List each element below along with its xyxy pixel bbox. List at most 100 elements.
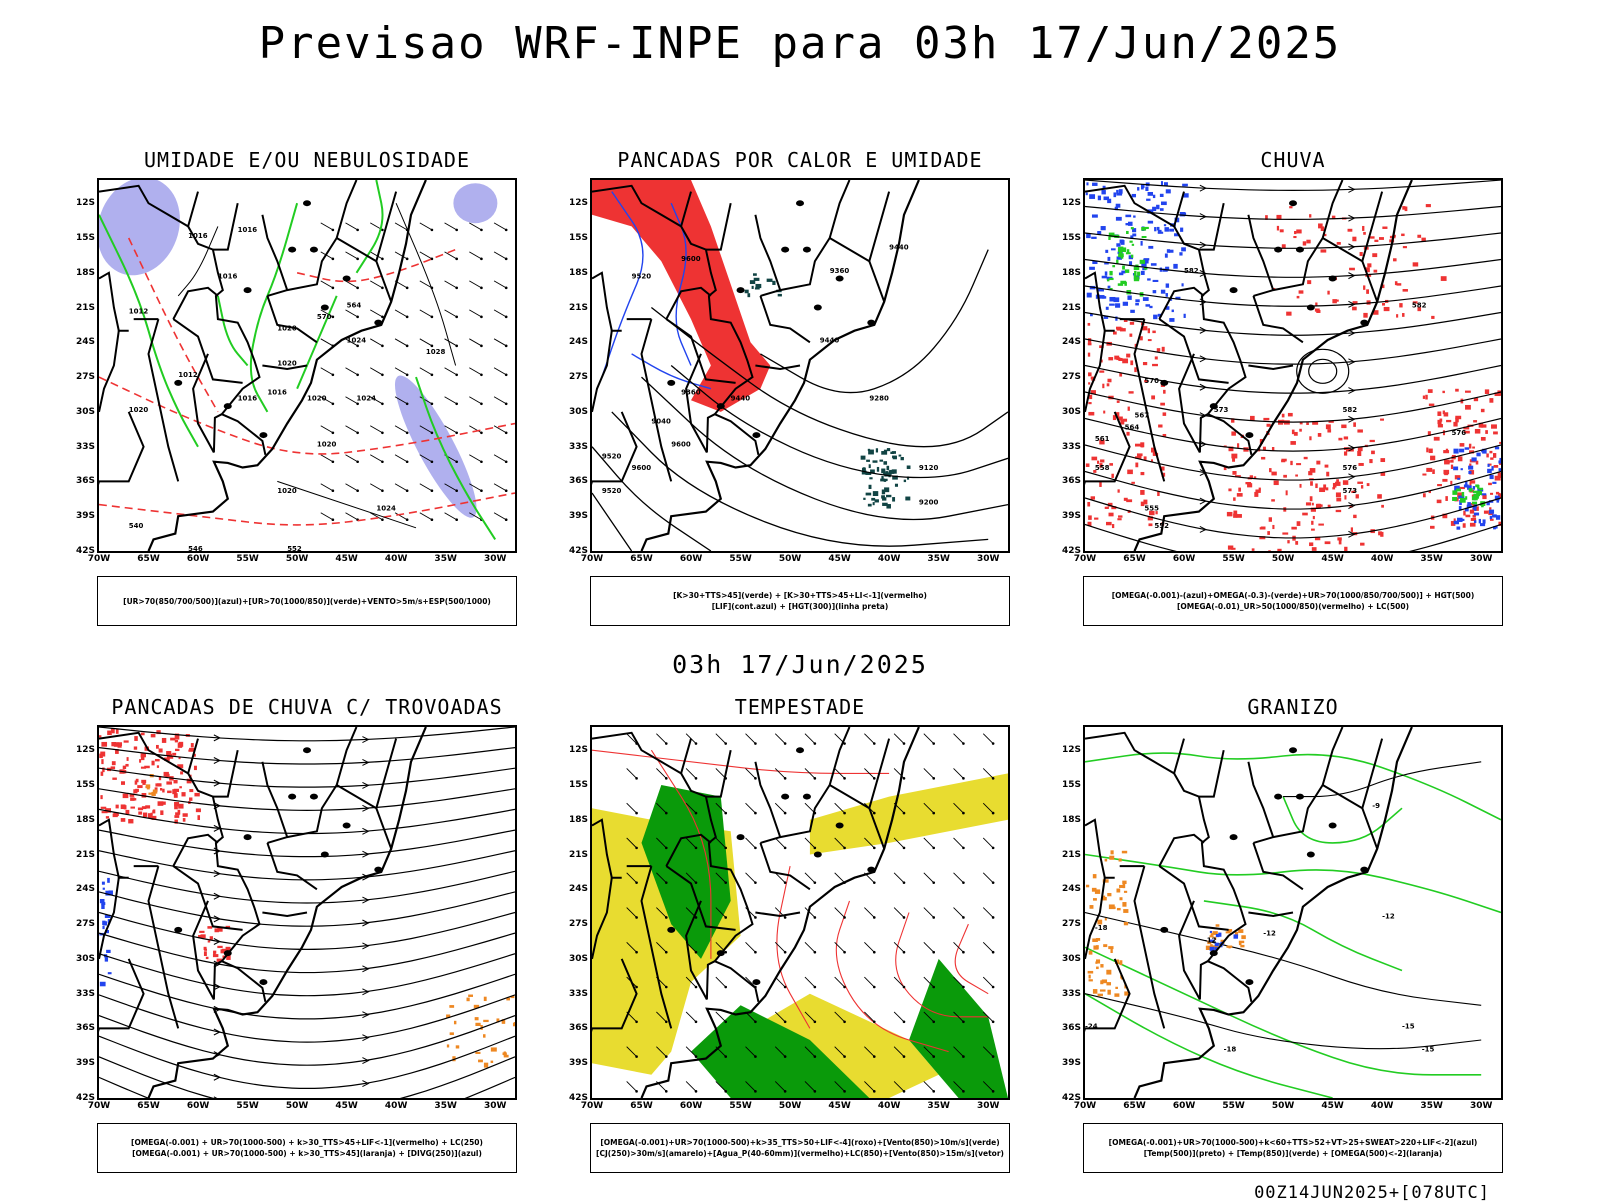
latitude-tick-label: 36S <box>569 1023 588 1033</box>
wind-vector <box>924 768 934 778</box>
omega-blue-cells-cell <box>1130 310 1135 313</box>
rain-red-cells-cell <box>1310 496 1313 501</box>
rain-red-cells-cell <box>1336 510 1341 512</box>
legend-box: [OMEGA(-0.001) + UR>70(1000-500) + k>30_… <box>97 1123 517 1173</box>
omega-blue-cells-cell <box>1164 227 1168 232</box>
latitude-tick-label: 30S <box>1062 954 1081 964</box>
country-border <box>1174 739 1184 774</box>
wind-vector <box>686 1081 696 1091</box>
longitude-tick-label: 40W <box>1371 554 1393 564</box>
rain-red-cells-cell <box>1426 468 1432 472</box>
wind-vector <box>420 252 432 259</box>
rain-red-cells-cell <box>1233 497 1236 500</box>
omega-green-cells-cell <box>1460 498 1466 503</box>
legend-box: [OMEGA(-0.001)+UR>70(1000-500)+k>35_TTS>… <box>590 1123 1010 1173</box>
wind-vector-head <box>992 812 995 815</box>
wind-vector <box>746 803 756 813</box>
rain-red-cells-cell <box>1152 331 1155 334</box>
rain-red-cells-cell <box>1309 214 1311 217</box>
wind-vector <box>494 310 506 317</box>
omega-orange-cells-cell <box>1116 889 1120 893</box>
longitude-tick-label: 40W <box>385 1101 407 1111</box>
omega-green-cells-cell <box>1452 497 1457 501</box>
country-border <box>173 288 218 319</box>
country-border <box>214 414 222 452</box>
omega-blue-cells-cell <box>1173 264 1177 269</box>
rain-red-cells-cell <box>1126 432 1129 436</box>
omega-orange-cells-cell <box>1093 898 1097 901</box>
rain-red-cells-cell <box>1402 313 1404 317</box>
wind-vector-head <box>505 258 508 261</box>
rain-red-cells-cell <box>1453 422 1457 427</box>
longitude-tick-label: 60W <box>187 554 209 564</box>
country-border <box>681 739 691 774</box>
lake <box>737 287 745 293</box>
omega-blue-cells-cell <box>1471 457 1476 461</box>
streamline <box>99 892 515 926</box>
rain-red-cells-cell <box>1290 441 1296 445</box>
divergence-blue-cells-cell <box>107 878 110 883</box>
wind-vector <box>395 252 407 259</box>
thunderstorm-red-cells-cell <box>116 729 119 734</box>
omega-blue-cells-cell <box>1146 199 1150 201</box>
rain-red-cells-cell <box>1445 496 1448 501</box>
wind-vector-head <box>962 1090 965 1093</box>
omega-orange-cells-cell <box>1119 885 1125 888</box>
rain-red-cells-cell <box>1485 430 1488 434</box>
longitude-tick-label: 50W <box>286 1101 308 1111</box>
longitude-tick-label: 60W <box>187 1101 209 1111</box>
rain-red-cells-cell <box>1360 543 1364 546</box>
wind-vector-head <box>784 1020 787 1023</box>
thunderstorm-red-cells-cell <box>155 759 160 761</box>
omega-blue-cells-cell <box>1487 464 1489 467</box>
rain-red-cells-cell <box>1325 541 1331 544</box>
rain-red-cells-cell <box>1360 252 1363 256</box>
omega-blue-cells-cell <box>1453 467 1458 471</box>
thunderstorm-red-cells-cell <box>213 951 216 954</box>
wind-vector <box>805 977 815 987</box>
omega-blue-cells-cell <box>1089 267 1095 270</box>
country-border <box>1159 835 1204 866</box>
wind-vector <box>494 339 506 346</box>
rain-red-cells-cell <box>1233 514 1237 518</box>
lake <box>1360 867 1368 873</box>
rain-red-cells-cell <box>1336 479 1339 482</box>
contour-line <box>592 447 711 551</box>
rain-red-cells-cell <box>1337 242 1341 245</box>
thunderstorm-red-cells-cell <box>102 811 108 813</box>
legend-line: [OMEGA(-0.001)+UR>70(1000-500)+k>35_TTS>… <box>600 1138 999 1147</box>
rain-red-cells-cell <box>1438 424 1443 427</box>
thunderstorm-red-cells-cell <box>141 767 146 769</box>
thunderstorm-red-cells-cell <box>130 797 134 801</box>
rain-red-cells-cell <box>1341 425 1346 429</box>
lake <box>259 979 267 985</box>
omega-orange-cells-cell <box>1093 874 1097 878</box>
thunderstorm-red-cells-cell <box>189 797 192 800</box>
lake <box>717 950 725 956</box>
wind-vector <box>983 768 993 778</box>
lake <box>1296 247 1304 253</box>
rain-red-cells-cell <box>1491 424 1497 428</box>
wind-vector-head <box>381 460 384 463</box>
wind-vector-head <box>665 812 668 815</box>
latitude-tick-label: 21S <box>76 303 95 313</box>
rain-red-cells-cell <box>1358 463 1363 466</box>
wind-vector-head <box>455 518 458 521</box>
wind-vector-head <box>873 1090 876 1093</box>
thunderstorm-red-cells-cell <box>160 810 163 815</box>
wind-vector <box>469 223 481 230</box>
omega-blue-cells-cell <box>1167 249 1170 253</box>
wind-vector-head <box>754 847 757 850</box>
thunderstorm-red-cells-cell <box>172 789 177 794</box>
wind-vector-head <box>962 742 965 745</box>
divergence-blue-cells-cell <box>106 950 111 953</box>
thunderstorm-red-cells-cell <box>156 745 159 749</box>
rain-red-cells-cell <box>1413 262 1419 266</box>
wind-vector-head <box>903 812 906 815</box>
contour-label: 1028 <box>426 348 446 356</box>
instability-green-cells-cell <box>753 273 757 276</box>
wind-vector <box>983 838 993 848</box>
rain-red-cells-cell <box>1374 270 1378 273</box>
wind-vector-head <box>431 460 434 463</box>
